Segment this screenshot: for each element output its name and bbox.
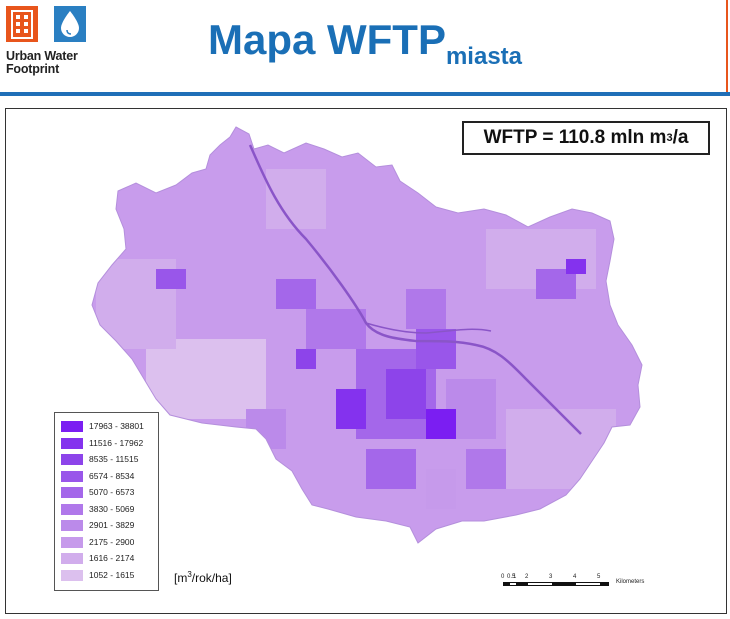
legend-label: 6574 - 8534	[89, 470, 135, 481]
slide-title: Mapa WFTPmiasta	[0, 16, 730, 70]
wftp-total-exponent: 3	[666, 132, 673, 144]
slide-header: Urban Water Footprint Mapa WFTPmiasta	[0, 0, 730, 96]
legend-swatch	[61, 520, 83, 531]
legend-label: 11516 - 17962	[89, 437, 144, 448]
legend-swatch	[61, 569, 83, 581]
legend-label: 1052 - 1615	[89, 569, 135, 580]
title-main: Mapa WFTP	[207, 16, 446, 63]
building-icon	[6, 6, 38, 42]
legend-swatch	[61, 437, 83, 449]
wftp-total-suffix: /a	[672, 127, 689, 148]
unit-prefix: [m	[174, 571, 188, 585]
blue-divider-line	[0, 92, 730, 96]
legend-label: 2175 - 2900	[89, 536, 135, 547]
legend-swatch	[61, 421, 83, 432]
logo-text: Urban Water Footprint	[6, 50, 78, 76]
scale-tick-label: 3	[549, 574, 553, 580]
orange-accent-line	[726, 0, 728, 92]
wftp-total-prefix: WFTP = 110.8 mln m	[483, 127, 667, 148]
legend-label: 1616 - 2174	[89, 553, 135, 563]
scale-tick-label: 5	[597, 574, 601, 580]
city-map	[91, 126, 643, 544]
map-frame: WFTP = 110.8 mln m 3/a 17963 - 38801 11516…	[5, 108, 727, 614]
river	[248, 144, 582, 435]
logo-line-1: Urban Water	[6, 49, 78, 63]
legend-swatch	[61, 553, 83, 564]
urban-water-footprint-logo: Urban Water Footprint	[6, 6, 96, 86]
wftp-total-box: WFTP = 110.8 mln m 3/a	[462, 121, 710, 155]
legend-label: 2901 - 3829	[89, 520, 135, 530]
scale-bar: Kilometers 0 0.5 1 2 3 4 5	[501, 574, 671, 598]
legend-swatch	[61, 470, 83, 482]
scale-tick-label: 1	[513, 574, 517, 580]
scale-tick-label: 0.5	[507, 574, 516, 580]
scale-tick-label: 0	[501, 574, 505, 580]
river-branch	[365, 322, 492, 334]
legend-label: 5070 - 6573	[89, 487, 135, 497]
scale-units: Kilometers	[616, 579, 645, 585]
map-legend: 17963 - 38801 11516 - 17962 8535 - 11515 65…	[54, 412, 159, 591]
legend-swatch	[61, 487, 83, 498]
unit-suffix: /rok/ha]	[191, 571, 232, 585]
legend-label: 17963 - 38801	[89, 421, 144, 431]
unit-label: [m3/rok/ha]	[174, 570, 232, 585]
scale-tick-label: 4	[573, 574, 577, 580]
legend-label: 8535 - 11515	[89, 454, 139, 464]
legend-label: 3830 - 5069	[89, 503, 135, 514]
unit-exponent: 3	[187, 570, 192, 579]
legend-swatch	[61, 503, 83, 515]
title-subscript: miasta	[445, 43, 523, 70]
scale-tick-label: 2	[525, 574, 529, 580]
legend-swatch	[61, 536, 83, 548]
scale-bar-graphic	[503, 582, 609, 586]
legend-swatch	[61, 454, 83, 465]
logo-line-2: Footprint	[6, 62, 60, 76]
water-drop-icon	[54, 6, 86, 42]
